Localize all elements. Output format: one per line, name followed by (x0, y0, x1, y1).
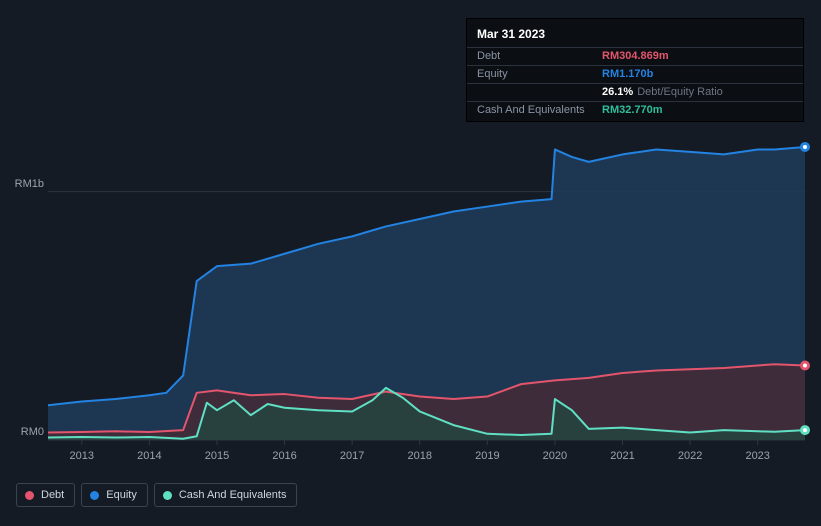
legend-label: Equity (106, 489, 137, 501)
x-axis-label: 2015 (205, 450, 229, 462)
tooltip-row-equity: Equity RM1.170b (467, 65, 803, 83)
legend-label: Cash And Equivalents (179, 489, 287, 501)
chart-legend: Debt Equity Cash And Equivalents (16, 483, 297, 507)
x-axis-label: 2019 (475, 450, 499, 462)
x-axis-label: 2014 (137, 450, 161, 462)
y-axis-label: RM1b (4, 178, 44, 190)
legend-item-debt[interactable]: Debt (16, 483, 75, 507)
tooltip-row-ratio: 26.1% Debt/Equity Ratio (467, 83, 803, 101)
x-axis-label: 2016 (272, 450, 296, 462)
x-axis-label: 2023 (745, 450, 769, 462)
legend-label: Debt (41, 489, 64, 501)
legend-dot-icon (90, 491, 99, 500)
legend-dot-icon (163, 491, 172, 500)
x-axis-label: 2018 (407, 450, 431, 462)
x-axis-label: 2017 (340, 450, 364, 462)
legend-item-equity[interactable]: Equity (81, 483, 148, 507)
tooltip-label (477, 86, 602, 98)
x-axis-label: 2021 (610, 450, 634, 462)
tooltip-value: 26.1% Debt/Equity Ratio (602, 86, 723, 98)
x-axis-label: 2020 (543, 450, 567, 462)
tooltip-value: RM32.770m (602, 104, 663, 116)
tooltip-row-cash: Cash And Equivalents RM32.770m (467, 101, 803, 119)
x-axis-label: 2013 (70, 450, 94, 462)
legend-item-cash[interactable]: Cash And Equivalents (154, 483, 298, 507)
tooltip-value: RM1.170b (602, 68, 653, 80)
chart-tooltip: Mar 31 2023 Debt RM304.869m Equity RM1.1… (466, 18, 804, 122)
tooltip-label: Cash And Equivalents (477, 104, 602, 116)
legend-dot-icon (25, 491, 34, 500)
y-axis-label: RM0 (4, 426, 44, 438)
ratio-value: 26.1% (602, 86, 633, 98)
x-axis-label: 2022 (678, 450, 702, 462)
tooltip-row-debt: Debt RM304.869m (467, 47, 803, 65)
tooltip-value: RM304.869m (602, 50, 669, 62)
tooltip-label: Equity (477, 68, 602, 80)
tooltip-date: Mar 31 2023 (467, 23, 803, 47)
tooltip-label: Debt (477, 50, 602, 62)
ratio-suffix: Debt/Equity Ratio (637, 86, 723, 98)
